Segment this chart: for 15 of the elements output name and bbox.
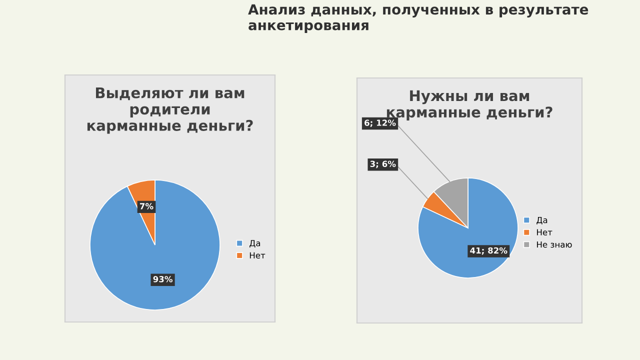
text: Анализ данных, полученных в результате анкетирования	[248, 4, 588, 33]
data-label: 7%	[140, 203, 154, 210]
data-label: 6; 12%	[364, 120, 396, 127]
legend-label: Не знаю	[537, 241, 572, 248]
legend-label: Да	[250, 240, 260, 248]
pie-slice	[418, 178, 518, 278]
legend-label: Да	[536, 216, 548, 224]
data-label: 3; 6%	[370, 160, 396, 168]
legend-label: Нет	[250, 252, 266, 259]
pie-slice	[90, 180, 220, 310]
data-label: 41; 82%	[470, 247, 508, 255]
chart-title: Нужны ли вам карманные деньги?	[386, 90, 552, 120]
legend-label: Нет	[537, 229, 552, 236]
data-label: 93%	[153, 276, 173, 282]
chart-title: Выделяют ли вам родители карманные деньги?	[87, 87, 253, 134]
